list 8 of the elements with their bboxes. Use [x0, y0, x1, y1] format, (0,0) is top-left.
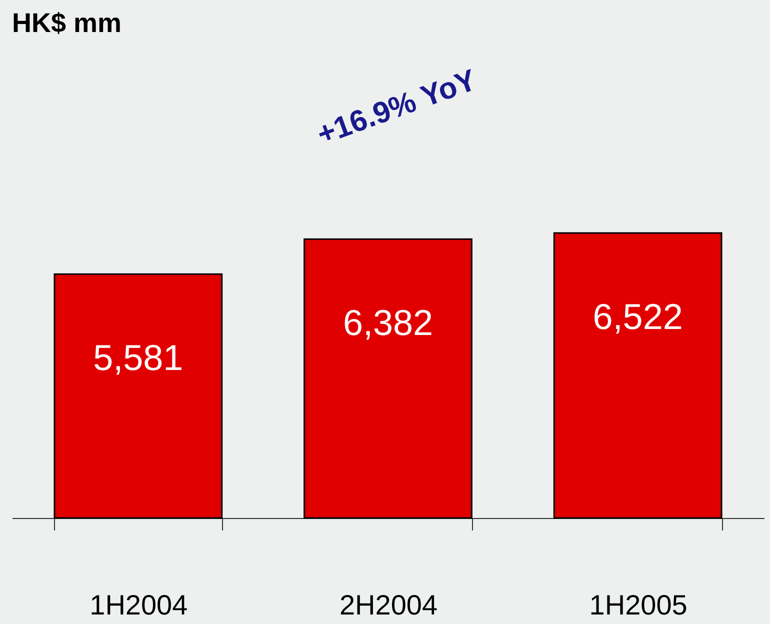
x-tick-label: 2H2004	[339, 590, 438, 620]
data-label: 6,382	[342, 302, 434, 344]
x-tick-label: 1H2005	[589, 590, 688, 620]
text: +16.9% YoY	[312, 64, 481, 152]
data-label: 6,522	[592, 296, 683, 337]
chart-title: HK$ mm	[12, 8, 122, 38]
x-tick-label: 1H2004	[90, 590, 188, 620]
data-label: 5,581	[93, 337, 184, 378]
